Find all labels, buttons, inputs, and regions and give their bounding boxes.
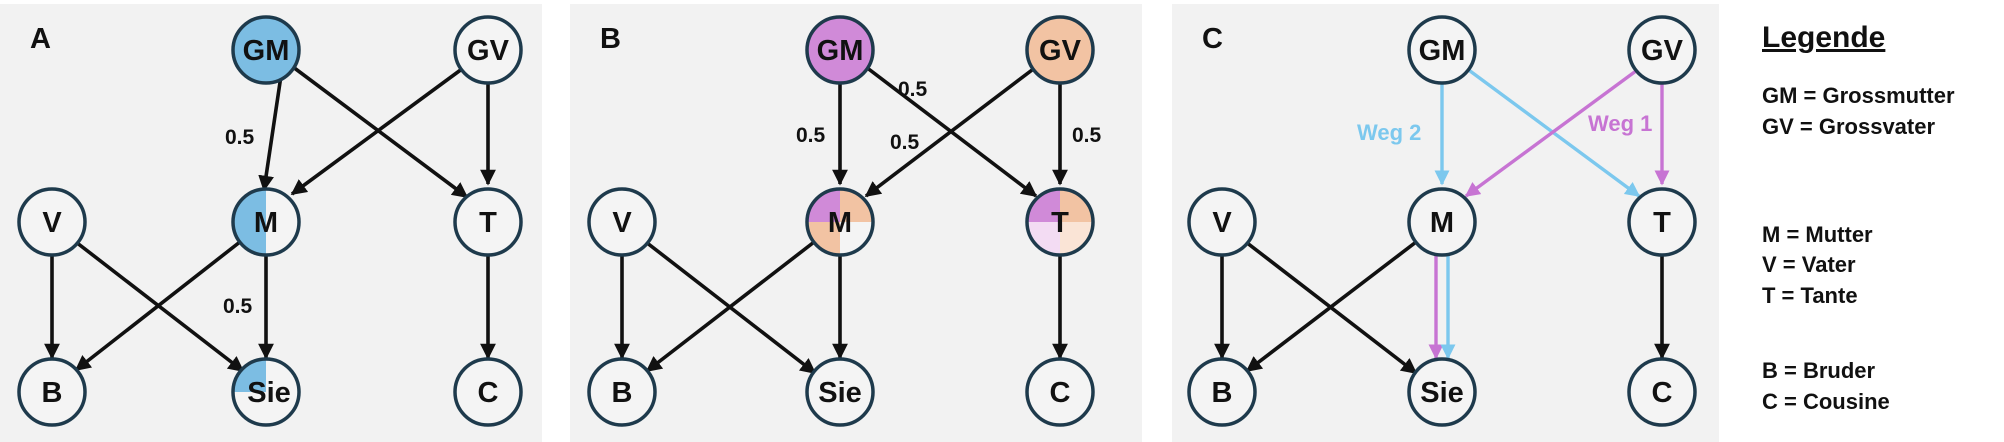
edge-label-m-sie: 0.5: [223, 295, 253, 318]
node-gm-label: GM: [817, 35, 864, 67]
node-v-label: V: [612, 207, 632, 239]
edge-label-gm-m: 0.5: [796, 124, 826, 147]
node-sie: Sie: [1407, 357, 1477, 427]
edge-gv-m: [290, 64, 468, 196]
edge-gv-m: [864, 65, 1038, 198]
node-b: B: [1187, 357, 1257, 427]
node-gm: GM: [1407, 15, 1477, 85]
edge-label-gv-t: 0.5: [1072, 124, 1102, 147]
node-m-label: M: [828, 207, 852, 239]
node-gv-label: GV: [467, 35, 510, 67]
legend-item-gv: GV = Grossvater: [1762, 114, 1935, 139]
node-m-label: M: [1430, 207, 1454, 239]
node-b: B: [17, 357, 87, 427]
node-v-label: V: [42, 207, 62, 239]
node-v: V: [1187, 187, 1257, 257]
node-m: M: [805, 187, 875, 257]
legend-item-c: C = Cousine: [1762, 389, 1890, 414]
legend-item-t: T = Tante: [1762, 283, 1858, 308]
node-b-label: B: [612, 377, 633, 409]
node-m-label: M: [254, 207, 278, 239]
path1-gv-m-arrow: [1464, 66, 1642, 198]
node-sie-label: Sie: [1420, 377, 1464, 409]
node-gm-label: GM: [1419, 35, 1466, 67]
node-gm: GM: [805, 15, 875, 85]
node-sie-label: Sie: [247, 377, 291, 409]
node-gm-label: GM: [243, 35, 290, 67]
node-gm: GM: [231, 15, 301, 85]
node-v-label: V: [1212, 207, 1232, 239]
edge-label-gv-m: 0.5: [890, 131, 920, 154]
node-t: T: [453, 187, 523, 257]
node-t: T: [1025, 187, 1095, 257]
legend: Legende GM = Grossmutter GV = Grossvater…: [1762, 21, 1955, 414]
node-gv-label: GV: [1641, 35, 1684, 67]
node-b: B: [587, 357, 657, 427]
legend-item-m: M = Mutter: [1762, 222, 1873, 247]
node-c: C: [1627, 357, 1697, 427]
node-gv: GV: [1025, 15, 1095, 85]
edge-v-sie: [1240, 237, 1418, 375]
node-t-label: T: [1051, 207, 1069, 239]
edge-label-gm-t: 0.5: [898, 78, 928, 101]
panel-c-letter: C: [1202, 23, 1223, 55]
node-sie: Sie: [231, 357, 301, 427]
node-t: T: [1627, 187, 1697, 257]
node-v: V: [587, 187, 657, 257]
node-c-label: C: [1652, 377, 1673, 409]
edge-m-b: [645, 237, 820, 373]
legend-title: Legende: [1762, 21, 1885, 54]
panel-b-letter: B: [600, 23, 621, 55]
legend-item-v: V = Vater: [1762, 252, 1856, 277]
edge-gm-m: [258, 68, 284, 192]
path2-label: Weg 2: [1357, 120, 1421, 145]
node-t-label: T: [1653, 207, 1671, 239]
node-b-label: B: [1212, 377, 1233, 409]
edge-m-b: [74, 236, 247, 372]
node-c: C: [1025, 357, 1095, 427]
panel-a-letter: A: [30, 23, 51, 55]
path1-label: Weg 1: [1588, 111, 1652, 136]
node-b-label: B: [42, 377, 63, 409]
node-m: M: [231, 187, 301, 257]
node-v: V: [17, 187, 87, 257]
panel-c: C Weg 2 Weg 1 GM GV V M T: [1187, 15, 1697, 427]
panel-a: A 0.5 0.5 GM GV V M: [17, 15, 523, 427]
node-c-label: C: [1050, 377, 1071, 409]
node-sie-label: Sie: [818, 377, 862, 409]
node-gv: GV: [453, 15, 523, 85]
edge-label-gm-m: 0.5: [225, 126, 255, 149]
node-c-label: C: [478, 377, 499, 409]
panel-b: B 0.5 0.5 0.5 0.5 GM GV V: [587, 15, 1102, 427]
node-gv: GV: [1627, 15, 1697, 85]
legend-item-gm: GM = Grossmutter: [1762, 83, 1955, 108]
node-gv-label: GV: [1039, 35, 1082, 67]
node-m: M: [1407, 187, 1477, 257]
node-sie: Sie: [805, 357, 875, 427]
node-c: C: [453, 357, 523, 427]
edge-m-b: [1245, 237, 1422, 373]
node-t-label: T: [479, 207, 497, 239]
legend-item-b: B = Bruder: [1762, 358, 1876, 383]
